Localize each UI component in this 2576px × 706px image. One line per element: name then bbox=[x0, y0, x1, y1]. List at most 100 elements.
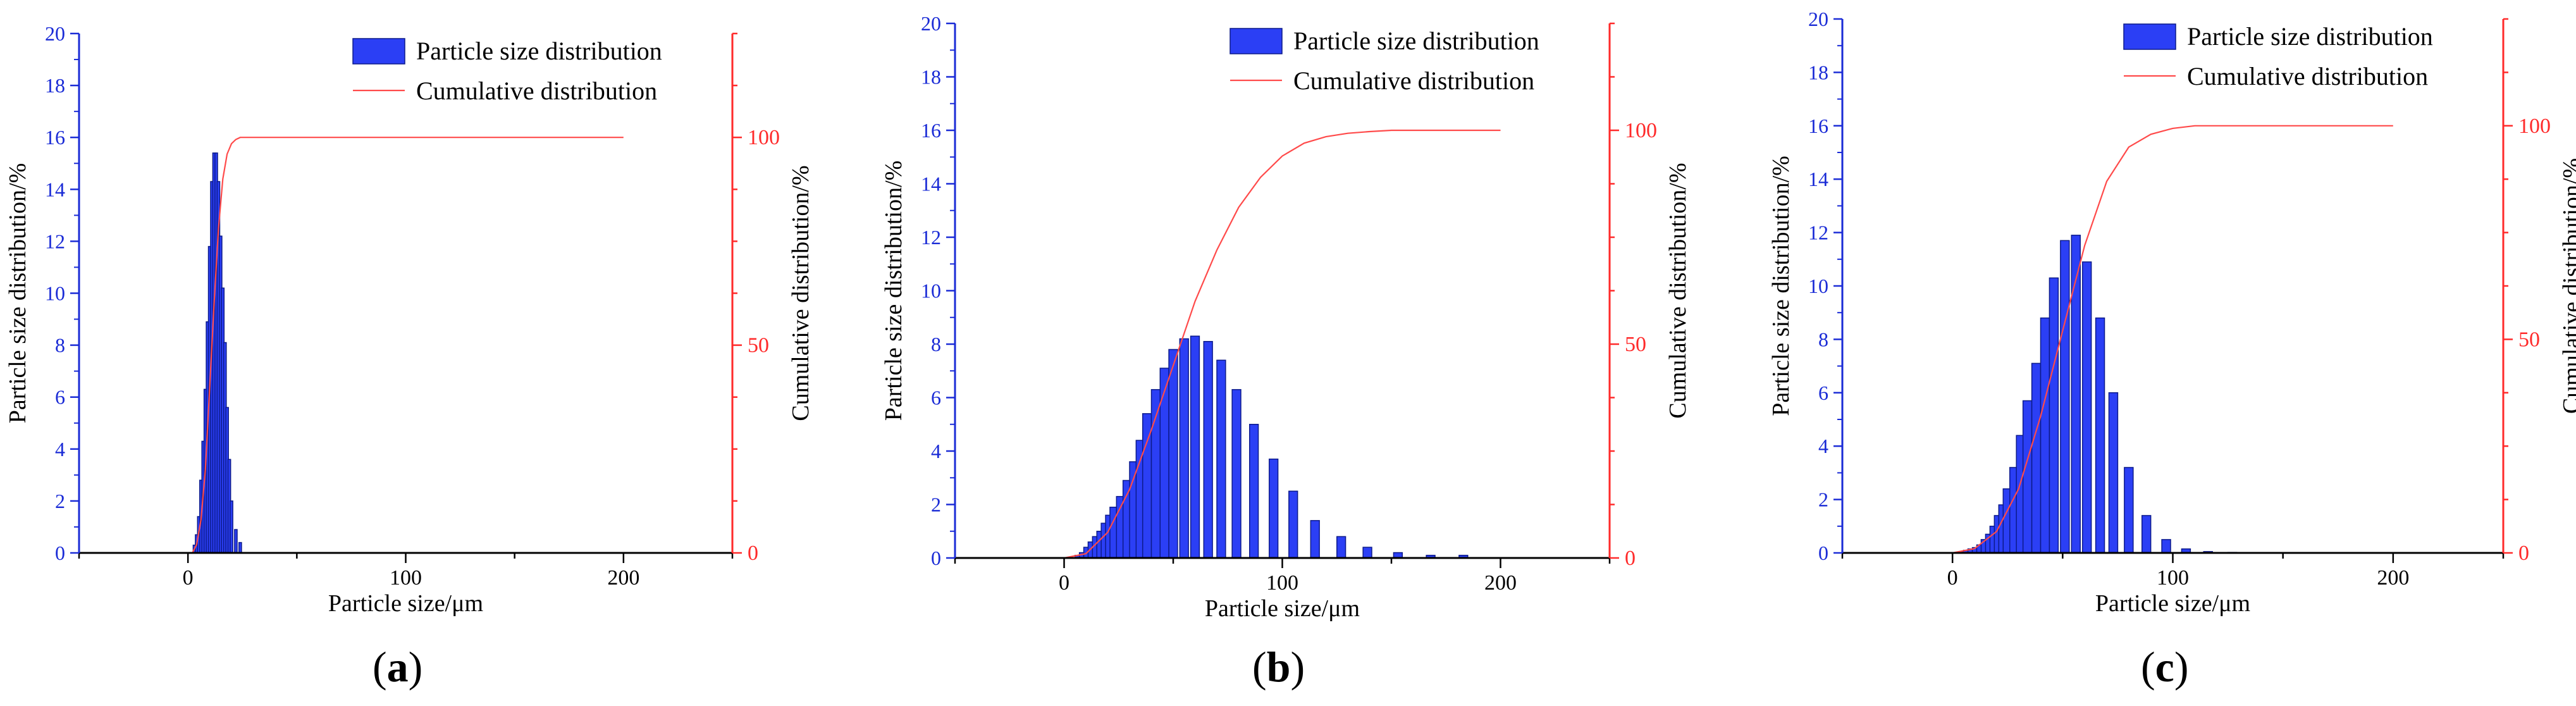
bar bbox=[1216, 359, 1226, 559]
y2-axis-label: Cumulative distribution/% bbox=[1665, 163, 1691, 418]
y2-tick-label: 100 bbox=[2518, 115, 2551, 138]
y-tick-label: 14 bbox=[921, 173, 941, 195]
cumulative-line bbox=[192, 137, 624, 554]
y-tick-label: 10 bbox=[45, 282, 65, 305]
bar bbox=[1362, 547, 1372, 559]
panel-label-a: (a) bbox=[373, 643, 423, 691]
bar bbox=[1159, 368, 1169, 559]
bar bbox=[1310, 520, 1320, 559]
x-axis-label: Particle size/μm bbox=[1205, 595, 1360, 622]
y2-tick-label: 0 bbox=[748, 542, 758, 565]
bar bbox=[2049, 277, 2059, 554]
y-axis-label: Particle size distribution/% bbox=[4, 163, 31, 424]
panel-label-b: (b) bbox=[1252, 643, 1305, 691]
y-tick-label: 16 bbox=[921, 119, 941, 142]
y-tick-label: 4 bbox=[931, 440, 941, 462]
legend-bar-label: Particle size distribution bbox=[2187, 22, 2433, 51]
y-tick-label: 8 bbox=[931, 333, 941, 356]
y2-tick-label: 100 bbox=[1625, 119, 1657, 142]
legend-line-label: Cumulative distribution bbox=[2187, 62, 2428, 90]
legend-bar-label: Particle size distribution bbox=[1293, 27, 1539, 55]
x-tick-label: 0 bbox=[1947, 566, 1958, 590]
y-tick-label: 10 bbox=[921, 280, 941, 302]
bar bbox=[1336, 536, 1347, 559]
y-tick-label: 0 bbox=[931, 547, 941, 569]
y-tick-label: 8 bbox=[1818, 328, 1828, 350]
y-axis-label: Particle size distribution/% bbox=[1768, 156, 1794, 416]
bar bbox=[2022, 400, 2033, 554]
cumulative-line bbox=[1952, 125, 2393, 554]
bar bbox=[1168, 349, 1178, 559]
y-tick-label: 2 bbox=[1818, 488, 1828, 511]
y2-axis-label: Cumulative distribution/% bbox=[787, 165, 814, 421]
y-tick-label: 6 bbox=[1818, 381, 1828, 404]
legend-line-label: Cumulative distribution bbox=[1293, 66, 1534, 95]
y-tick-label: 18 bbox=[45, 74, 65, 97]
y-tick-label: 2 bbox=[931, 493, 941, 516]
y2-tick-label: 50 bbox=[2518, 328, 2540, 351]
legend-bar-swatch bbox=[352, 38, 405, 65]
bar bbox=[238, 542, 242, 554]
bar bbox=[1190, 335, 1200, 559]
y-tick-label: 12 bbox=[1808, 221, 1828, 244]
x-tick-label: 0 bbox=[183, 566, 194, 590]
bar bbox=[234, 529, 238, 554]
panel-label-c: (c) bbox=[2141, 643, 2189, 691]
y2-axis-label: Cumulative distribution/% bbox=[2558, 158, 2576, 414]
x-axis-label: Particle size/μm bbox=[2095, 590, 2250, 617]
bar bbox=[230, 500, 233, 554]
y2-tick-label: 50 bbox=[748, 334, 769, 357]
y2-tick-label: 100 bbox=[748, 126, 780, 149]
bar bbox=[1269, 458, 1279, 559]
bar bbox=[1249, 424, 1259, 559]
y-tick-label: 20 bbox=[45, 22, 65, 45]
legend-bar-swatch bbox=[2123, 23, 2176, 50]
bar bbox=[1288, 490, 1298, 559]
bar bbox=[2124, 467, 2134, 554]
x-tick-label: 100 bbox=[1266, 571, 1298, 595]
y-tick-label: 12 bbox=[45, 230, 65, 252]
x-tick-label: 200 bbox=[2377, 566, 2409, 590]
y-tick-label: 14 bbox=[1808, 168, 1828, 190]
cumulative-line bbox=[1064, 129, 1501, 559]
y2-tick-label: 0 bbox=[2518, 542, 2529, 565]
x-tick-label: 0 bbox=[1059, 571, 1069, 595]
y-tick-label: 20 bbox=[921, 12, 941, 35]
x-tick-label: 100 bbox=[2157, 566, 2189, 590]
y-tick-label: 0 bbox=[1818, 542, 1828, 564]
x-tick-label: 200 bbox=[607, 566, 639, 590]
y-tick-label: 16 bbox=[45, 126, 65, 149]
x-axis-label: Particle size/μm bbox=[328, 590, 483, 617]
bar bbox=[2141, 515, 2152, 554]
y-tick-label: 4 bbox=[1818, 435, 1828, 457]
y-tick-label: 8 bbox=[55, 334, 65, 357]
y-tick-label: 20 bbox=[1808, 8, 1828, 30]
legend-line-label: Cumulative distribution bbox=[416, 77, 657, 105]
y-tick-label: 4 bbox=[55, 438, 65, 461]
y-tick-label: 6 bbox=[931, 387, 941, 409]
bar bbox=[2161, 539, 2171, 554]
y-tick-label: 16 bbox=[1808, 115, 1828, 137]
y-tick-label: 12 bbox=[921, 226, 941, 249]
y-tick-label: 6 bbox=[55, 386, 65, 409]
y-axis-label: Particle size distribution/% bbox=[880, 161, 907, 421]
bar bbox=[2081, 261, 2092, 554]
bar bbox=[1203, 341, 1213, 559]
bar bbox=[2071, 235, 2081, 554]
bar bbox=[2060, 240, 2070, 554]
bar bbox=[2095, 317, 2105, 554]
bar bbox=[2040, 317, 2050, 554]
legend-bar-label: Particle size distribution bbox=[416, 37, 662, 65]
x-tick-label: 100 bbox=[390, 566, 422, 590]
y-tick-label: 0 bbox=[55, 542, 65, 564]
legend-bar-swatch bbox=[1229, 28, 1283, 54]
bar bbox=[1231, 389, 1242, 559]
y-tick-label: 2 bbox=[55, 490, 65, 512]
y-tick-label: 18 bbox=[1808, 61, 1828, 84]
y-tick-label: 14 bbox=[45, 178, 65, 201]
x-tick-label: 200 bbox=[1484, 571, 1517, 595]
